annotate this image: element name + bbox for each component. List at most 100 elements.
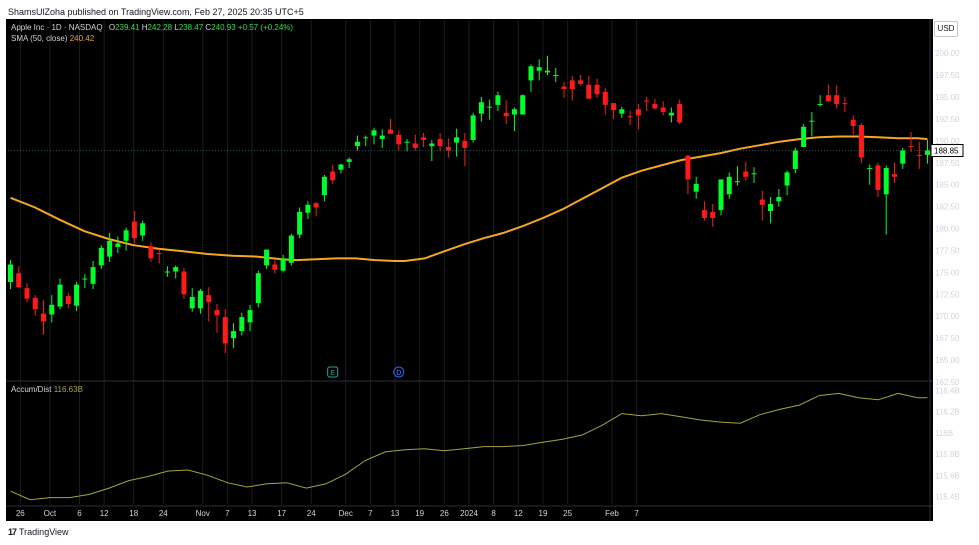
candle-body [288,235,294,263]
candle-body [784,172,790,186]
x-tick-label: 17 [277,509,286,518]
candle [222,309,228,354]
candle-body [883,168,889,195]
y-tick-label: 195.00 [935,93,960,102]
candle [883,165,889,235]
candle-body [916,154,922,156]
candle [495,91,501,112]
low-label: L [174,23,179,32]
candle [255,270,261,308]
candle [487,99,493,120]
candle [652,98,658,110]
candle [74,282,80,311]
candle [569,75,575,101]
symbol-label[interactable]: Apple Inc · 1D · NASDAQ [11,23,103,32]
publisher-line: ShamsUlZoha published on TradingView.com… [8,7,304,17]
candle-body [578,80,584,84]
candle-body [875,165,881,190]
candle [693,176,699,199]
candle [206,287,212,322]
candle [825,84,831,103]
x-tick-label: Feb [605,509,619,518]
candle-body [297,211,303,235]
candle [718,179,724,216]
sma-legend[interactable]: SMA (50, close) 240.42 [11,34,94,43]
ad-tick-label: 116.4B [935,386,960,395]
sma-label: SMA (50, close) [11,34,68,43]
candle [900,147,906,169]
candle-body [710,211,716,219]
candle [668,107,674,123]
candle-body [140,223,146,236]
candle [16,266,22,289]
candle [115,236,121,254]
candle [611,103,617,119]
candle [792,147,798,174]
candle-body [735,181,741,183]
y-tick-label: 200.00 [935,49,960,58]
candle-body [437,139,443,147]
x-tick-label: 24 [307,509,316,518]
candle [478,97,484,122]
candle-body [181,271,187,295]
candle-body [321,176,327,196]
candle [735,166,741,186]
candle-body [792,150,798,169]
candle [288,233,294,266]
candle-body [834,95,840,105]
candle [363,135,369,147]
accum-dist-label: Accum/Dist [11,385,52,394]
candle-body [858,125,864,158]
candle-body [867,168,873,170]
candle-body [445,146,451,151]
accum-dist-legend[interactable]: Accum/Dist 116.63B [11,385,83,394]
candle-body [197,290,203,309]
candle-body [660,107,666,112]
candle-body [49,304,55,315]
candle-body [371,130,377,136]
price-legend: Apple Inc · 1D · NASDAQ O239.41 H242.28 … [11,23,293,32]
candle-body [90,267,96,284]
candle [776,189,782,207]
candle-body [891,174,897,177]
candle [544,55,550,76]
candle [173,265,179,279]
y-tick-label: 197.50 [935,71,960,80]
candle [916,141,922,169]
tradingview-logo-icon: 17 [8,527,17,537]
candle [338,163,344,174]
candle [627,111,633,126]
candle-body [495,95,501,105]
candle-body [412,143,418,148]
candle-body [189,296,195,309]
candle [164,266,170,277]
dividend-icon [393,366,405,378]
candle [867,164,873,185]
y-tick-label: 182.50 [935,203,960,212]
sma-value: 240.42 [69,34,95,43]
candle-body [801,126,807,147]
candle [644,97,650,112]
candle-body [123,230,129,241]
candle [197,289,203,314]
footer: 17 TradingView [8,527,69,537]
candle-body [115,243,121,247]
candle [404,139,410,152]
candle-body [619,109,625,114]
candle [784,170,790,196]
candle [437,132,443,152]
marker-letter: E [330,370,335,377]
ad-tick-label: 116B [935,429,953,438]
currency-button[interactable]: USD [934,21,958,37]
y-tick-label: 170.00 [935,312,960,321]
candle-body [544,70,550,73]
candle [801,124,807,147]
candle-body [98,247,104,266]
candle [98,245,104,269]
candle [247,304,253,332]
candle [908,132,914,153]
candle-body [809,120,815,122]
candle-body [528,66,534,81]
